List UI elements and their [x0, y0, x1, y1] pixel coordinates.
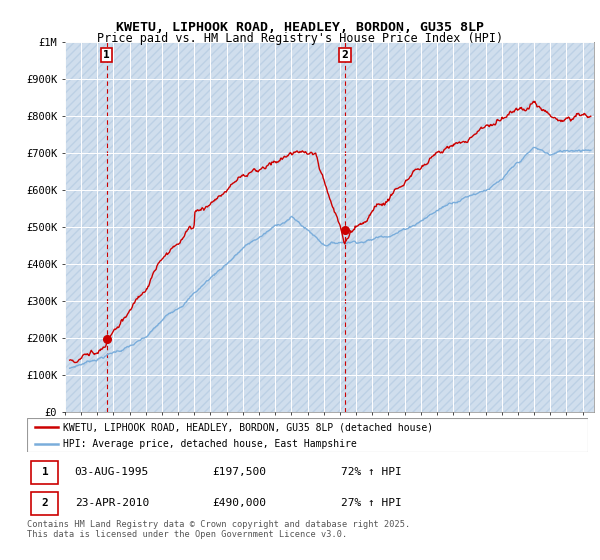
Text: £490,000: £490,000: [212, 498, 266, 508]
Text: KWETU, LIPHOOK ROAD, HEADLEY, BORDON, GU35 8LP (detached house): KWETU, LIPHOOK ROAD, HEADLEY, BORDON, GU…: [64, 422, 434, 432]
Text: Price paid vs. HM Land Registry's House Price Index (HPI): Price paid vs. HM Land Registry's House …: [97, 32, 503, 45]
Text: 03-AUG-1995: 03-AUG-1995: [74, 467, 149, 477]
Text: 1: 1: [103, 50, 110, 60]
FancyBboxPatch shape: [31, 492, 58, 515]
Text: 23-APR-2010: 23-APR-2010: [74, 498, 149, 508]
Text: KWETU, LIPHOOK ROAD, HEADLEY, BORDON, GU35 8LP: KWETU, LIPHOOK ROAD, HEADLEY, BORDON, GU…: [116, 21, 484, 34]
Text: 72% ↑ HPI: 72% ↑ HPI: [341, 467, 402, 477]
Text: £197,500: £197,500: [212, 467, 266, 477]
Text: 27% ↑ HPI: 27% ↑ HPI: [341, 498, 402, 508]
Bar: [65, 42, 594, 412]
Text: HPI: Average price, detached house, East Hampshire: HPI: Average price, detached house, East…: [64, 439, 357, 449]
Text: 2: 2: [341, 50, 349, 60]
Text: 2: 2: [41, 498, 49, 508]
FancyBboxPatch shape: [31, 460, 58, 483]
Text: Contains HM Land Registry data © Crown copyright and database right 2025.
This d: Contains HM Land Registry data © Crown c…: [27, 520, 410, 539]
FancyBboxPatch shape: [27, 418, 588, 452]
Text: 1: 1: [41, 467, 49, 477]
